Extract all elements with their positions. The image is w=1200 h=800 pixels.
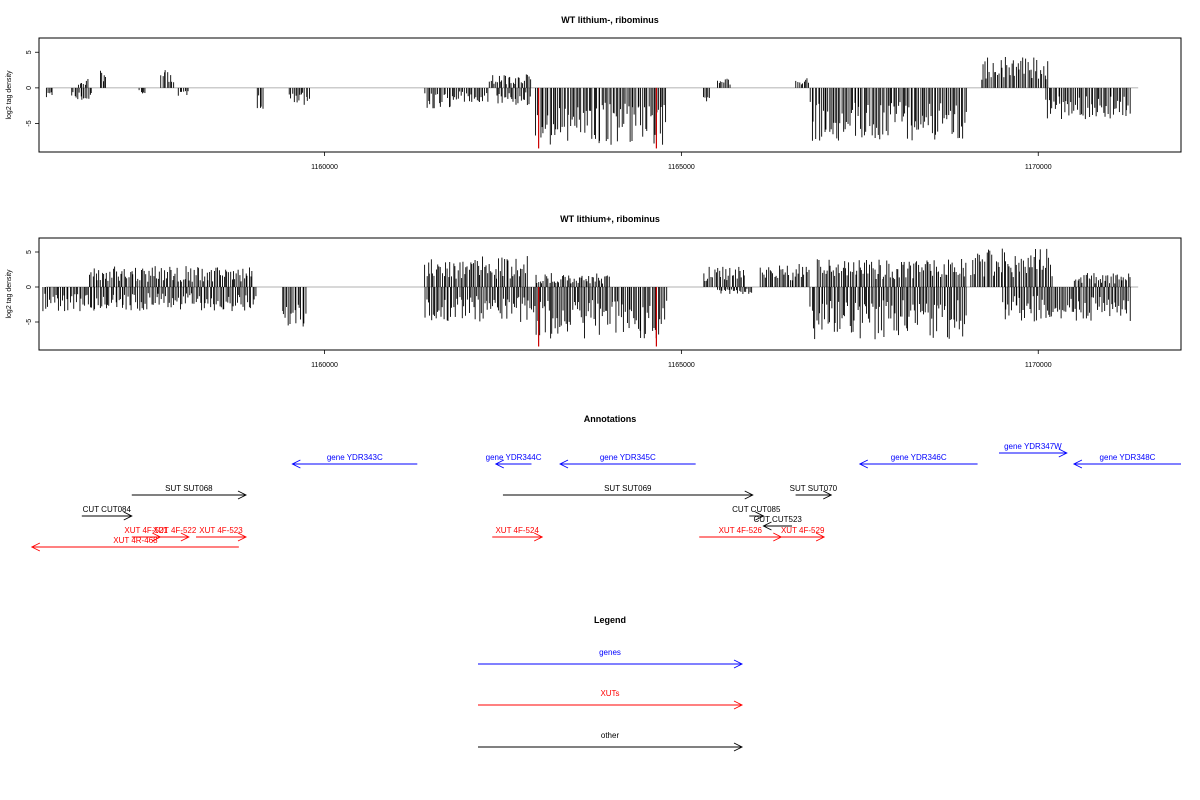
plot-frame [38,237,1182,351]
feature-label: gene YDR345C [600,453,656,462]
feature-arrow-arrowhead [533,532,544,542]
y-tick-label: 0 [26,86,33,90]
legend-label: XUTs [600,689,619,698]
feature-label: XUT 4F-529 [781,526,825,535]
plot-area: 5 0 -5 1160000 1165000 1170000 [26,50,1139,171]
y-axis-label: log2 tag density [6,269,13,319]
feature-arrow-arrowhead [1072,459,1083,469]
panel-title: WT lithium-, ribominus [561,15,659,25]
feature-arrow-arrowhead [123,511,133,521]
feature-label: gene YDR347W [1004,442,1062,451]
feature-xut: XUT 4F-526 [699,526,783,542]
feature-gene: gene YDR347W [998,442,1068,458]
feature-arrow-arrowhead [291,459,301,469]
x-tick-label: 1160000 [311,362,338,369]
x-tick-label: 1170000 [1025,362,1052,369]
feature-gene: gene YDR345C [559,453,696,469]
legend-items: genes XUTs other [478,648,744,752]
feature-label: CUT CUT084 [83,505,132,514]
feature-other: CUT CUT523 [754,515,803,531]
track-panel-lithium-plus: WT lithium+, ribominus log2 tag density … [6,214,1182,369]
feature-label: gene YDR346C [891,453,947,462]
plot-area: 5 0 -5 1160000 1165000 1170000 [26,248,1139,369]
feature-arrow-arrowhead [762,521,772,531]
legend-arrow-arrowhead [733,700,744,710]
legend-item-xut: XUTs [478,689,744,710]
annotations-panel: Annotations gene YDR343C gene YDR344C gene… [30,414,1181,552]
feature-xut: XUT 4F-522 [153,526,197,542]
legend-label: genes [599,648,621,657]
feature-arrow-arrowhead [152,532,162,542]
feature-arrow-arrowhead [494,459,505,469]
feature-arrow-arrowhead [744,490,754,500]
feature-other: SUT SUT069 [502,484,754,500]
y-tick-label: -5 [26,319,33,325]
feature-label: SUT SUT068 [165,484,213,493]
y-axis-label: log2 tag density [6,70,13,120]
feature-label: XUT 4F-526 [719,526,763,535]
feature-other: CUT CUT084 [81,505,133,521]
y-tick-label: -5 [26,120,33,126]
x-tick-label: 1170000 [1025,164,1052,171]
feature-label: gene YDR348C [1100,453,1156,462]
x-tick-label: 1160000 [311,164,338,171]
feature-label: XUT 4F-524 [495,526,539,535]
feature-arrow-arrowhead [858,459,869,469]
feature-other: SUT SUT070 [790,484,838,500]
feature-arrow-arrowhead [559,459,569,469]
feature-label: CUT CUT523 [754,515,803,524]
feature-other: CUT CUT085 [732,505,781,521]
feature-arrow-arrowhead [815,532,826,542]
feature-arrow-arrowhead [755,511,765,521]
feature-arrow-arrowhead [237,490,247,500]
panel-title: WT lithium+, ribominus [560,214,660,224]
feature-label: gene YDR343C [327,453,383,462]
feature-label: SUT SUT069 [604,484,652,493]
feature-label: XUT 4F-522 [153,526,197,535]
legend-item-gene: genes [478,648,744,669]
track-panel-lithium-minus: WT lithium-, ribominus log2 tag density … [6,15,1182,171]
feature-label: gene YDR344C [486,453,542,462]
annotation-features: gene YDR343C gene YDR344C gene YDR345C gene… [30,442,1181,552]
feature-gene: gene YDR344C [486,453,542,469]
feature-label: SUT SUT070 [790,484,838,493]
legend-arrow-arrowhead [733,742,744,752]
y-tick-label: 5 [26,50,33,54]
legend-arrow-arrowhead [733,659,744,669]
feature-xut: XUT 4F-529 [781,526,826,542]
feature-gene: gene YDR343C [291,453,418,469]
feature-label: CUT CUT085 [732,505,781,514]
feature-gene: gene YDR346C [858,453,978,469]
legend-panel: Legend genes XUTs other [478,615,744,752]
feature-xut: XUT 4F-521 [124,526,168,542]
feature-label: XUT 4F-521 [124,526,168,535]
feature-label: XUT 4F-523 [199,526,243,535]
plot-frame [38,37,1182,153]
x-tick-label: 1165000 [668,362,695,369]
feature-xut: XUT 4F-524 [492,526,544,542]
y-tick-label: 0 [26,285,33,289]
legend-label: other [601,731,620,740]
y-tick-label: 5 [26,250,33,254]
feature-xut: XUT 4R-468 [30,536,239,552]
feature-arrow-arrowhead [180,532,190,542]
feature-arrow-arrowhead [30,542,41,552]
feature-xut: XUT 4F-523 [196,526,247,542]
feature-other: SUT SUT068 [131,484,247,500]
feature-gene: gene YDR348C [1072,453,1181,469]
annotations-title: Annotations [584,414,637,424]
feature-arrow-arrowhead [823,490,833,500]
feature-label: XUT 4R-468 [113,536,158,545]
feature-arrow-arrowhead [1058,448,1068,458]
legend-title: Legend [594,615,626,625]
feature-arrow-arrowhead [237,532,247,542]
x-tick-label: 1165000 [668,164,695,171]
legend-item-other: other [478,731,744,752]
